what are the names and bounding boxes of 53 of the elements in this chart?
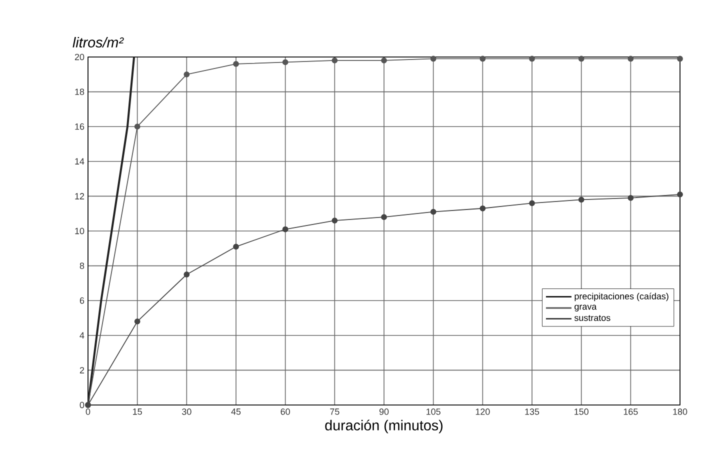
point [529, 200, 535, 206]
point [184, 71, 190, 78]
y-tick-label: 12 [75, 193, 84, 200]
y-tick-label: 8 [80, 262, 84, 269]
x-tick-label: 15 [133, 408, 142, 415]
y-tick-label: 2 [80, 367, 84, 374]
x-tick-label: 120 [476, 408, 490, 415]
point [332, 58, 338, 64]
x-tick-label: 75 [330, 408, 340, 415]
x-tick-label: 135 [525, 408, 540, 415]
point [134, 124, 140, 130]
point [480, 205, 486, 212]
x-tick-label: 150 [574, 408, 588, 415]
y-tick-label: 4 [80, 332, 84, 338]
point [677, 56, 683, 62]
y-tick-label: 16 [75, 123, 84, 130]
x-tick-label: 165 [624, 408, 638, 415]
point [677, 192, 683, 198]
point [134, 318, 140, 324]
point [332, 218, 338, 224]
x-tick-label: 90 [379, 408, 389, 415]
point [184, 272, 190, 278]
x-tick-label: 0 [86, 408, 90, 415]
point [282, 226, 288, 232]
y-tick-label: 14 [75, 158, 84, 164]
y-axis-title: litros/m² [72, 36, 124, 48]
point [628, 194, 634, 201]
point [628, 56, 634, 62]
point [578, 56, 584, 62]
x-tick-label: 60 [280, 408, 290, 415]
y-tick-label: 10 [75, 228, 84, 234]
y-tick-label: 20 [74, 54, 84, 60]
point [578, 196, 584, 203]
y-tick-label: 0 [80, 402, 84, 408]
legend-label: sustratos [574, 315, 610, 321]
point [282, 59, 288, 66]
x-tick-label: 105 [426, 408, 440, 415]
point [529, 56, 535, 62]
y-tick-label: 18 [75, 88, 84, 95]
point [381, 214, 387, 220]
point [430, 208, 436, 215]
point [233, 244, 239, 250]
legend-label: precipitaciones (caídas) [574, 292, 668, 302]
x-tick-label: 180 [673, 408, 688, 415]
x-tick-label: 30 [182, 408, 192, 415]
point [430, 56, 436, 62]
point [480, 56, 486, 62]
x-tick-label: 45 [231, 408, 241, 415]
x-axis-title: duración (minutos) [325, 420, 442, 434]
point [381, 58, 387, 64]
y-tick-label: 6 [80, 297, 84, 304]
point [233, 61, 239, 67]
legend-label: grava [574, 304, 597, 312]
